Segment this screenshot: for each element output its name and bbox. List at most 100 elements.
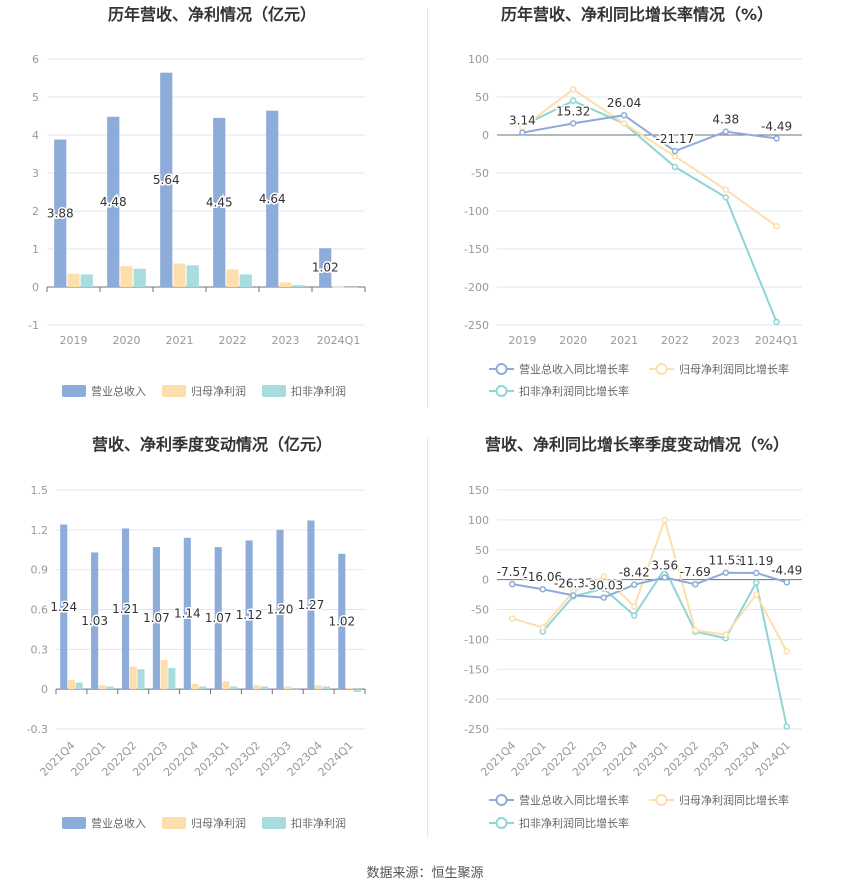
line-point: [783, 723, 790, 730]
line-point: [600, 585, 607, 592]
annual-growth-rate-svg: 历年营收、净利同比增长率情况（%） -250 -200 -150 -100 -50 0 50 1…: [464, 5, 802, 398]
bar-revenue: [60, 524, 68, 690]
line-data-label: 15.32: [556, 104, 590, 118]
line-data-label: 11.19: [739, 554, 773, 568]
bar-data-label: 1.24: [50, 600, 77, 614]
x-tick-label: 2024Q1: [755, 334, 799, 347]
bar-revenue: [276, 529, 284, 690]
bar-deducted-profit: [261, 686, 269, 690]
legend-swatch: [62, 817, 86, 829]
bar-deducted-profit: [80, 274, 93, 287]
y-tick-label: 2: [32, 205, 39, 218]
line-point: [509, 615, 516, 622]
bar-deducted-profit: [186, 265, 199, 287]
y-tick-label: 0.6: [31, 604, 49, 617]
chart-title: 历年营收、净利情况（亿元）: [108, 5, 316, 24]
x-tick-label: 2022: [219, 334, 247, 347]
bar-revenue: [121, 528, 130, 690]
line-data-label: -26.37: [554, 576, 593, 590]
legend-label: 扣非净利润: [291, 384, 346, 398]
y-tick-label: -250: [464, 319, 489, 332]
bar-deducted-profit: [230, 686, 238, 690]
divider-top: [427, 8, 428, 408]
line-point: [509, 580, 516, 588]
chart-title: 营收、净利同比增长率季度变动情况（%）: [485, 435, 789, 454]
legend-swatch-dot: [655, 363, 668, 375]
y-tick-label: 50: [475, 91, 489, 104]
bar-revenue: [152, 547, 160, 690]
bar-deducted-profit: [239, 274, 252, 287]
y-tick-label: -50: [471, 167, 489, 180]
legend-label: 扣非净利润同比增长率: [519, 816, 629, 830]
line-point: [783, 648, 790, 655]
x-tick-label: 2022: [661, 334, 689, 347]
legend-label: 营业总收入: [91, 384, 146, 398]
line-point: [661, 574, 668, 581]
bar-data-label: 5.64: [153, 173, 180, 187]
bar-data-label: 1.07: [143, 611, 170, 625]
bar-deducted-profit: [133, 268, 146, 287]
bar-deducted-profit: [199, 686, 207, 690]
legend-label: 扣非净利润: [291, 816, 346, 830]
legend-swatch: [162, 817, 186, 829]
line-data-label: 4.38: [712, 113, 739, 127]
legend-label: 扣非净利润同比增长率: [519, 384, 629, 398]
bar-data-label: 4.64: [259, 192, 286, 206]
bar-revenue: [160, 72, 173, 288]
y-tick-label: 0.9: [31, 564, 49, 577]
y-tick-label: -150: [464, 663, 489, 676]
bar-net-profit: [222, 681, 230, 690]
line-point: [722, 569, 729, 576]
y-tick-label: -1: [28, 319, 39, 332]
line-deducted-growth: [521, 99, 778, 323]
line-data-label: 11.53: [709, 554, 743, 568]
x-tick-label: 2019: [508, 334, 536, 347]
bar-net-profit: [120, 266, 133, 287]
y-tick-label: 1.2: [31, 524, 49, 537]
bar-data-label: 1.02: [312, 261, 339, 275]
annual-growth-rate-chart: 历年营收、净利同比增长率情况（%） -250 -200 -150 -100 -50 0 50 1…: [425, 0, 850, 430]
bar-net-profit: [279, 282, 292, 287]
y-tick-label: 100: [468, 514, 489, 527]
legend-swatch: [62, 385, 86, 397]
line-data-label: -4.49: [771, 563, 802, 577]
legend-swatch: [262, 385, 286, 397]
bar-revenue: [319, 248, 332, 287]
bar-deducted-profit: [106, 686, 114, 690]
bar-deducted-profit: [322, 686, 330, 690]
bar-data-label: 1.21: [112, 602, 139, 616]
quarterly-revenue-profit-chart: 营收、净利季度变动情况（亿元） -0.3 0 0.3 0.6 0.9 1.2 1.5 2021Q…: [0, 430, 425, 860]
line-point: [671, 153, 679, 160]
annual-revenue-profit-svg: 历年营收、净利情况（亿元） -1 0 1 2 3 4 5 6 2019 2020 2021 2022 20…: [28, 5, 366, 398]
line-point: [692, 627, 699, 634]
legend-swatch-dot: [655, 794, 668, 806]
legend-label: 营业总收入同比增长率: [519, 362, 629, 376]
x-tick-label: 2024Q1: [317, 334, 361, 347]
line-net-profit-growth: [511, 516, 788, 652]
y-tick-label: -50: [471, 604, 489, 617]
line-point: [722, 631, 729, 638]
line-point: [570, 97, 577, 105]
line-data-label: 26.04: [607, 96, 641, 110]
x-tick-label: 2023: [272, 334, 300, 347]
bar-data-label: 4.48: [100, 195, 127, 209]
bar-revenue: [214, 547, 222, 690]
y-tick-label: -200: [464, 693, 489, 706]
line-data-label: -4.49: [761, 119, 792, 133]
x-tick-label: 2021: [610, 334, 638, 347]
legend-swatch-dot: [495, 794, 508, 806]
line-point: [600, 594, 607, 601]
line-revenue-growth: [512, 571, 788, 599]
line-point: [631, 581, 638, 588]
line-point: [620, 120, 628, 127]
legend-label: 归母净利润同比增长率: [679, 362, 789, 376]
y-tick-label: -100: [464, 633, 489, 646]
x-tick-label: 2021: [166, 334, 194, 347]
y-tick-label: 0: [482, 574, 489, 587]
x-tick-label: 2019: [60, 334, 88, 347]
line-point: [753, 569, 760, 577]
y-tick-label: 1: [32, 243, 39, 256]
line-deducted-growth: [541, 566, 788, 727]
line-point: [773, 222, 780, 230]
bar-net-profit: [332, 286, 345, 288]
